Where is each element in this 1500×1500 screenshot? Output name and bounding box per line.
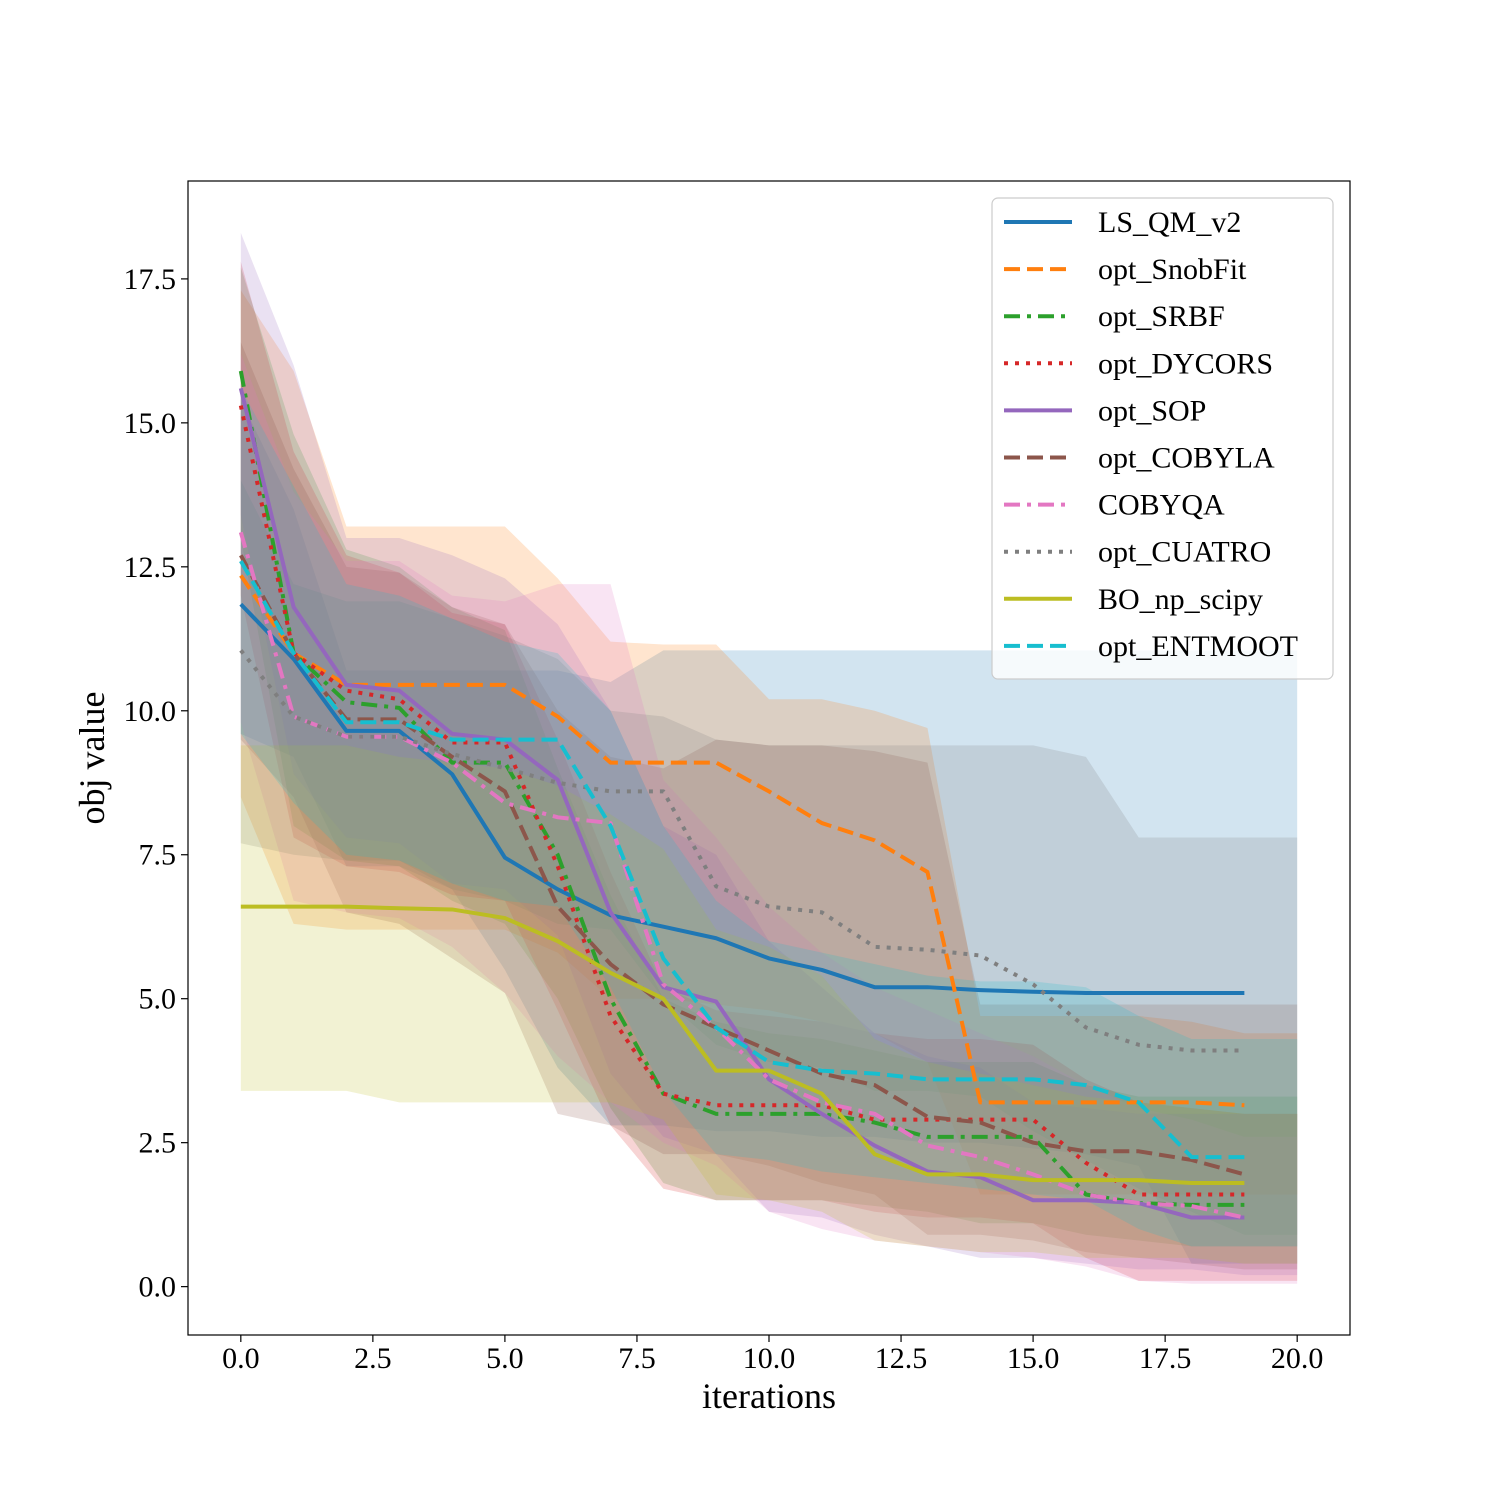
band-cobyqa (240, 353, 1298, 1284)
y-tick-label: 15.0 (124, 407, 177, 440)
band-opt-cobyla (240, 342, 1298, 1270)
legend-label-opt-sop: opt_SOP (1098, 394, 1206, 427)
x-axis-ticks: 0.0 2.5 5.0 7.5 10.0 12.5 15.0 17.5 20.0 (222, 1335, 1323, 1375)
x-tick-label: 2.5 (354, 1342, 392, 1375)
series-line-bo-np-scipy (240, 904, 1245, 1185)
series-line-opt-cuatro (239, 649, 1245, 1053)
y-tick-label: 7.5 (139, 839, 177, 872)
legend-label-opt-srbf: opt_SRBF (1098, 300, 1225, 333)
band-opt-snobfit (240, 290, 1298, 1195)
legend-label-opt-cuatro: opt_CUATRO (1098, 536, 1271, 569)
x-tick-label: 10.0 (743, 1342, 796, 1375)
legend-label-opt-snobfit: opt_SnobFit (1098, 253, 1247, 286)
series-line-opt-entmoot (239, 560, 1245, 1160)
y-tick-label: 0.0 (139, 1271, 177, 1304)
x-tick-label: 5.0 (486, 1342, 524, 1375)
band-opt-cuatro (240, 480, 1298, 1235)
legend-label-opt-cobyla: opt_COBYLA (1098, 442, 1275, 475)
y-axis-label: obj value (72, 692, 112, 825)
legend: LS_QM_v2 opt_SnobFit opt_SRBF opt_DYCORSopt… (991, 197, 1334, 680)
legend-label-bo-np-scipy: BO_np_scipy (1098, 583, 1263, 616)
y-tick-label: 2.5 (139, 1127, 177, 1160)
x-tick-label: 17.5 (1139, 1342, 1192, 1375)
x-axis-label: iterations (702, 1376, 836, 1416)
legend-label-opt-entmoot: opt_ENTMOOT (1098, 630, 1298, 663)
band-opt-entmoot (240, 388, 1298, 1247)
legend-label-cobyqa: COBYQA (1098, 489, 1225, 522)
y-tick-label: 5.0 (139, 983, 177, 1016)
y-tick-label: 17.5 (124, 263, 177, 296)
x-tick-label: 20.0 (1271, 1342, 1324, 1375)
x-tick-label: 15.0 (1007, 1342, 1060, 1375)
series-line-opt-snobfit (239, 574, 1245, 1108)
series-lines (238, 370, 1245, 1220)
band-bo-np-scipy (240, 745, 1298, 1264)
legend-label-opt-dycors: opt_DYCORS (1098, 347, 1273, 380)
legend-label-ls-qm-v2: LS_QM_v2 (1098, 206, 1241, 239)
legend-box (991, 197, 1334, 680)
y-tick-label: 12.5 (124, 551, 177, 584)
band-ls-qm-v2 (240, 399, 1298, 1264)
band-opt-sop (240, 232, 1298, 1276)
series-line-opt-srbf (238, 370, 1245, 1207)
series-line-opt-dycors (238, 405, 1245, 1197)
series-line-opt-sop (238, 387, 1245, 1220)
y-tick-label: 10.0 (124, 695, 177, 728)
series-line-ls-qm-v2 (239, 602, 1245, 995)
series-line-cobyqa (238, 531, 1245, 1220)
x-tick-label: 12.5 (875, 1342, 928, 1375)
x-tick-label: 7.5 (618, 1342, 656, 1375)
x-tick-label: 0.0 (222, 1342, 260, 1375)
y-axis-ticks: 0.0 2.5 5.0 7.5 10.0 12.5 15.0 17.5 (124, 263, 188, 1304)
